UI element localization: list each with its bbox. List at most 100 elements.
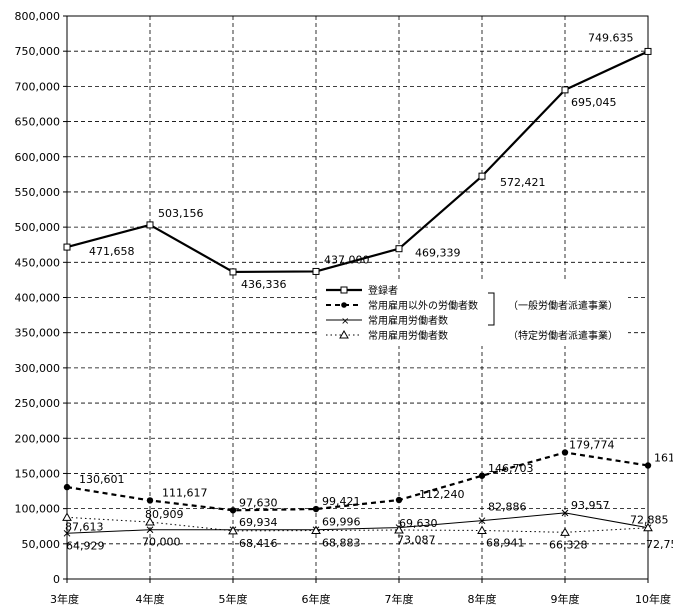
data-label: 437,000 [324,253,370,266]
data-label: 111,617 [162,486,208,499]
series-line-3 [66,512,649,534]
marker-square [312,267,320,275]
y-tick-label: 100,000 [15,503,61,516]
marker-triangle [228,525,238,535]
x-tick-label: 6年度 [302,592,331,606]
x-tick-label: 5年度 [219,592,248,606]
data-label: 66,328 [549,538,588,551]
data-label: 93,957 [571,499,610,512]
data-label: 572,421 [500,176,546,189]
y-tick-label: 700,000 [15,80,61,93]
data-label: 70,000 [142,536,181,549]
data-label: 471,658 [89,245,135,258]
marker-triangle [394,524,404,534]
marker-triangle [311,525,321,535]
marker-square [229,268,237,276]
y-tick-label: 0 [53,573,60,586]
x-tick-label: 4年度 [136,592,165,606]
data-label: 69,996 [322,516,361,529]
data-label: 749.635 [588,31,634,44]
data-label: 68,416 [239,537,278,550]
y-tick-label: 200,000 [15,432,61,445]
marker-x [63,529,71,537]
data-label: 82,886 [488,501,527,514]
data-label: 87,613 [65,520,104,533]
legend-marker-triangle [339,329,349,339]
marker-square [561,86,569,94]
marker-x [561,509,569,517]
y-tick-label: 650,000 [15,116,61,129]
data-label: 68,941 [486,536,525,549]
marker-circle [478,472,486,479]
y-tick-label: 50,000 [22,538,61,551]
marker-square [146,221,154,229]
x-tick-label: 3年度 [50,592,79,606]
y-tick-label: 550,000 [15,186,61,199]
marker-circle [63,483,71,491]
data-label: 72,754 [646,538,673,551]
marker-circle [146,497,154,504]
data-label: 695,045 [571,96,617,109]
legend-label-3: 常用雇用労働者数 [368,314,448,327]
y-tick-label: 500,000 [15,221,61,234]
series-line-1 [66,50,649,274]
marker-triangle [477,525,487,534]
marker-x [146,526,154,534]
legend-marker-x: × [341,316,349,327]
y-tick-label: 750,000 [15,45,61,58]
x-axis: 3年度 4年度 5年度 6年度 7年度 8年度 9年度 10年度 [50,579,671,606]
data-label: 130,601 [79,473,125,486]
marker-x [478,517,486,525]
legend-label-1: 登録者 [368,284,398,297]
legend-bracket [488,292,495,326]
data-label: 97,630 [239,496,278,509]
legend-label-2: 常用雇用以外の労働者数 [368,299,478,312]
data-label: 436,336 [241,278,287,291]
data-label: 80,909 [145,508,184,521]
x-tick-label: 7年度 [385,592,414,606]
legend-label-4: 常用雇用労働者数 [368,329,448,342]
marker-circle [561,449,569,456]
legend-note-2: （特定労働者派遣事業） [508,329,618,342]
gridlines [67,16,648,579]
y-tick-label: 800,000 [15,10,61,23]
marker-circle [644,462,652,469]
marker-circle [395,496,403,504]
x-tick-label: 9年度 [551,592,580,606]
data-label: 69,630 [399,517,438,530]
data-label: 64,929 [66,539,105,552]
y-tick-label: 600,000 [15,151,61,164]
legend-marker-circle [341,302,347,308]
data-label: 469,339 [415,247,461,260]
x-tick-label: 8年度 [468,592,497,606]
data-label: 72,885 [630,514,669,527]
series-layer [62,47,653,537]
marker-square [644,47,652,55]
legend: 登録者 常用雇用以外の労働者数 （一般労働者派遣事業） × 常用雇用労働者数 常… [318,280,628,346]
data-label: 112,240 [419,488,465,501]
y-axis: 0 50,000 100,000 150,000 200,000 250,000 300,0… [15,10,67,586]
series-line-2 [66,451,649,512]
data-label: 73,087 [397,534,436,547]
data-label: 503,156 [158,207,204,220]
marker-square [63,243,71,251]
marker-circle [312,505,320,513]
marker-triangle [560,527,570,536]
data-label: 146,703 [488,462,534,475]
data-labels: 471,658 503,156 436,336 437,000 469,339 572,4… [65,31,673,552]
data-label: 68,883 [322,537,361,550]
marker-circle [229,507,237,514]
y-tick-label: 450,000 [15,256,61,269]
marker-triangle [62,512,72,521]
x-tick-label: 10年度 [635,592,671,606]
legend-marker-square [340,286,348,294]
data-label: 99,421 [322,495,361,508]
marker-square [395,245,403,253]
data-label: 179,774 [569,438,615,451]
data-label: 161,275 [654,452,673,465]
marker-square [478,172,486,180]
legend-note-1: （一般労働者派遣事業） [508,299,618,312]
marker-triangle [643,522,653,532]
marker-triangle [145,517,155,526]
